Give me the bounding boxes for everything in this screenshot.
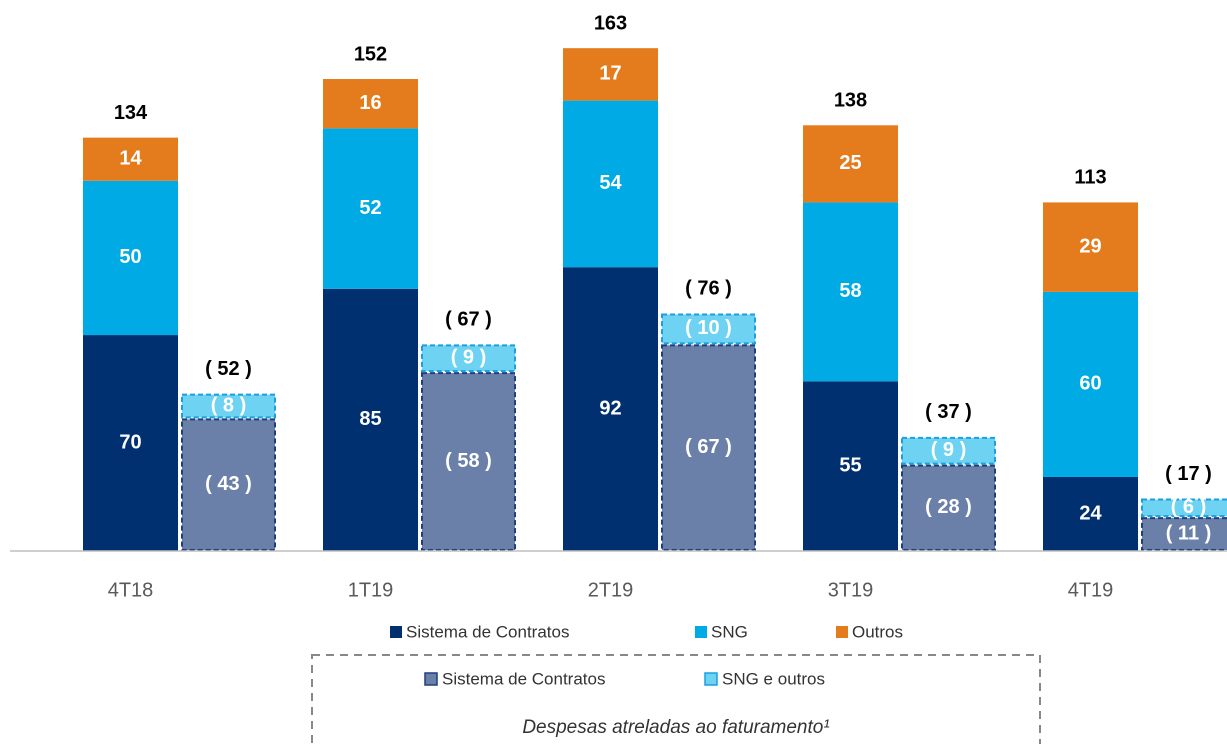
bar-segment [1043,291,1138,477]
total-label: 163 [594,12,627,34]
value-label: ( 67 ) [685,436,732,458]
legend-label: Sistema de Contratos [442,669,605,688]
expense-segment [901,464,996,551]
value-label: 16 [359,92,381,114]
expense-segment [1141,517,1227,551]
bar-segment [1043,476,1138,551]
value-label: 52 [359,197,381,219]
total-label: 152 [354,43,387,65]
value-label: ( 10 ) [685,317,732,339]
value-label: 17 [599,63,621,85]
bar-segment [803,381,898,551]
value-label: 60 [1079,373,1101,395]
value-label: 85 [359,408,381,430]
bar-segment [563,100,658,268]
bar-segment [83,180,178,336]
value-label: ( 28 ) [925,496,972,518]
expense-segment [421,372,516,552]
legend-label: SNG e outros [722,669,825,688]
value-label: ( 58 ) [445,450,492,472]
total-label: 138 [834,90,867,112]
legend-caption: Despesas atreladas ao faturamento¹ [522,717,829,738]
total-label: ( 76 ) [685,278,732,300]
value-label: ( 9 ) [451,346,487,368]
value-label: 54 [599,172,622,194]
expense-segment [181,418,276,551]
legend-swatch [695,626,707,638]
legend-label: Outros [852,622,903,641]
expense-segment [661,313,756,345]
value-label: ( 43 ) [205,473,252,495]
total-label: ( 37 ) [925,401,972,423]
expense-segment [901,436,996,465]
bar-segment [803,125,898,203]
x-tick-label: 3T19 [828,579,874,601]
bar-segment [323,79,418,129]
bar-segment [803,202,898,382]
legend-label: Sistema de Contratos [406,622,569,641]
legend-label: SNG [711,622,748,641]
value-label: ( 9 ) [931,439,967,461]
value-label: ( 6 ) [1171,496,1207,518]
value-label: 50 [119,246,141,268]
x-tick-label: 1T19 [348,579,394,601]
x-tick-label: 4T18 [108,579,154,601]
legend-swatch [390,626,402,638]
expense-segment [661,344,756,551]
value-label: ( 11 ) [1166,522,1212,544]
bar-segment [83,137,178,181]
total-label: ( 17 ) [1165,463,1212,485]
bar-segment [563,267,658,551]
value-label: 24 [1079,502,1102,524]
bar-segment [323,288,418,551]
value-label: 58 [839,280,861,302]
expense-segment [1141,498,1227,518]
value-label: 25 [839,152,861,174]
value-label: 92 [599,397,621,419]
bar-segment [83,335,178,551]
total-label: ( 52 ) [205,358,252,380]
total-label: 113 [1074,167,1106,189]
bar-segment [563,48,658,101]
x-tick-label: 2T19 [588,579,634,601]
legend-swatch [424,672,438,686]
value-label: 55 [839,454,861,476]
total-label: 134 [114,102,148,124]
bar-segment [1043,202,1138,292]
bar-segment [323,128,418,289]
legend-swatch [836,626,848,638]
total-label: ( 67 ) [445,309,492,331]
value-label: 14 [119,148,142,170]
value-label: ( 8 ) [211,394,247,416]
legend-box [311,654,1041,744]
value-label: 29 [1079,235,1101,257]
expense-segment [421,344,516,373]
expense-segment [181,393,276,419]
value-label: 70 [119,431,141,453]
x-tick-label: 4T19 [1068,579,1114,601]
legend-swatch [704,672,718,686]
